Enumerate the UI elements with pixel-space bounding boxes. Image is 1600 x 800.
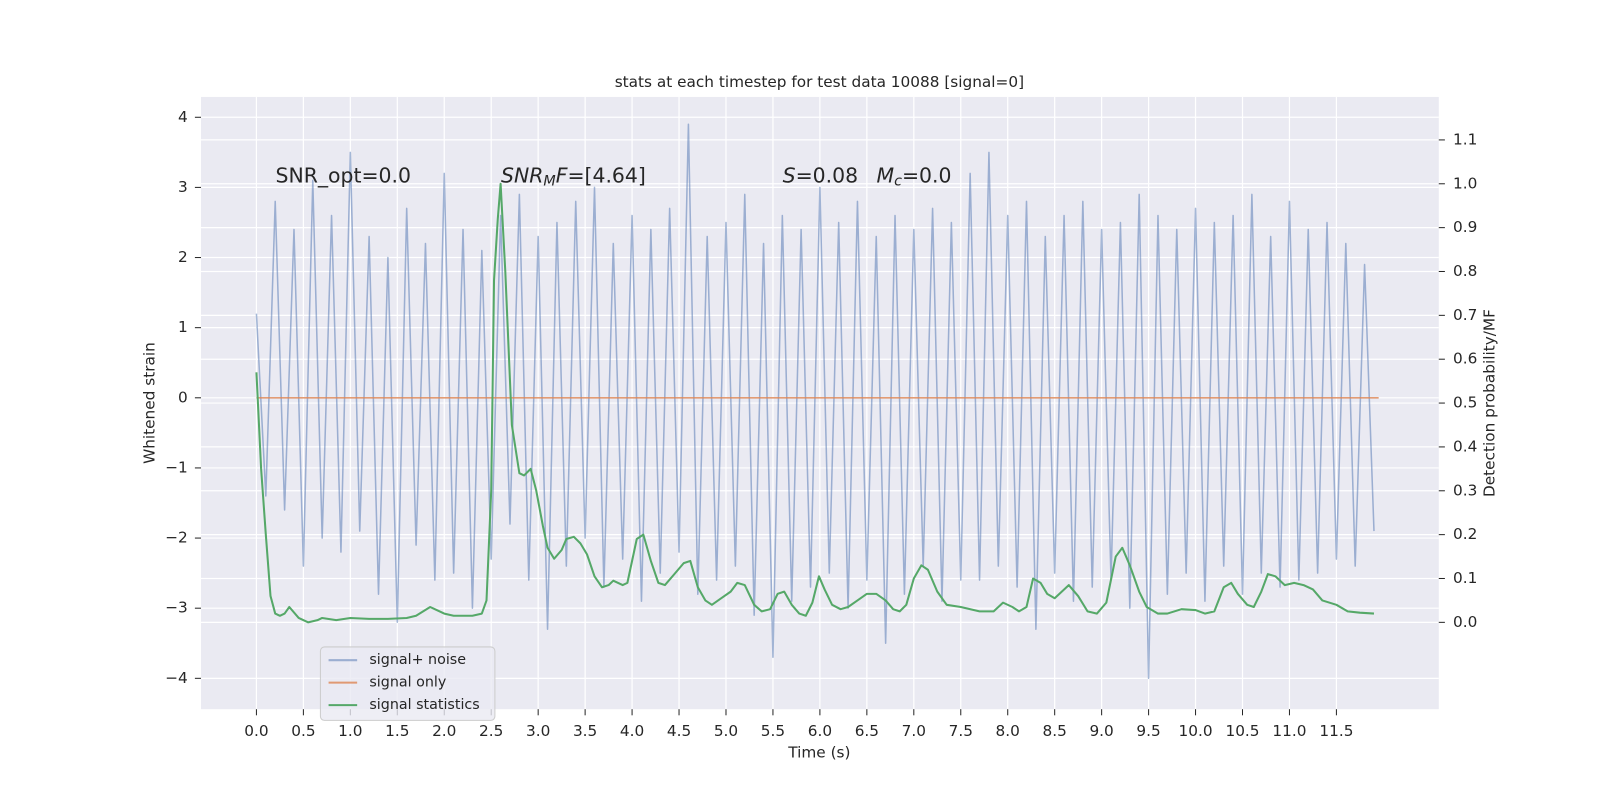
y2-tick-label: 0.6 — [1453, 350, 1477, 368]
y-tick-label: 3 — [178, 178, 188, 196]
annotation: Mc=0.0 — [877, 164, 952, 190]
x-tick-label: 9.0 — [1089, 722, 1113, 740]
annotation-part: M — [543, 174, 555, 190]
annotation-part: =[4.64] — [567, 164, 645, 188]
x-axis-label: Time (s) — [787, 744, 850, 762]
y2-tick-label: 0.7 — [1453, 306, 1477, 324]
annotation-part: SNR — [501, 164, 543, 188]
x-tick-label: 11.0 — [1272, 722, 1306, 740]
legend-box — [319, 646, 496, 721]
legend-label: signal only — [369, 675, 446, 691]
x-tick-label: 1.0 — [338, 722, 362, 740]
annotation-part: =0.0 — [902, 164, 952, 188]
annotation-part: c — [894, 174, 902, 190]
y-tick-label: 1 — [178, 318, 188, 336]
y2-tick-label: 1.0 — [1453, 174, 1477, 192]
y-tick-label: −3 — [165, 599, 188, 617]
x-tick-label: 2.0 — [432, 722, 456, 740]
x-tick-label: 0.0 — [244, 722, 268, 740]
chart-title: stats at each timestep for test data 100… — [615, 73, 1024, 91]
annotation-part: SNR_opt=0.0 — [276, 164, 412, 189]
x-tick-label: 8.5 — [1043, 722, 1067, 740]
x-tick-label: 6.0 — [808, 722, 832, 740]
y-tick-label: 2 — [178, 248, 188, 266]
x-tick-label: 11.5 — [1319, 722, 1353, 740]
y-tick-label: −2 — [165, 529, 188, 547]
x-tick-label: 10.0 — [1179, 722, 1213, 740]
annotation: SNR_opt=0.0 — [276, 164, 412, 189]
y2-tick-label: 1.1 — [1453, 130, 1477, 148]
x-tick-label: 3.5 — [573, 722, 597, 740]
x-tick-label: 0.5 — [291, 722, 315, 740]
y-axis-label: Whitened strain — [141, 342, 159, 464]
annotation-part: =0.08 — [796, 164, 859, 188]
y2-tick-label: 0.3 — [1453, 481, 1477, 499]
y-tick-label: −4 — [165, 669, 188, 687]
x-tick-label: 10.5 — [1225, 722, 1259, 740]
y2-tick-label: 0.8 — [1453, 262, 1477, 280]
x-tick-label: 1.5 — [385, 722, 409, 740]
y-tick-label: 4 — [178, 108, 188, 126]
annotation-part: M — [877, 164, 895, 188]
x-tick-label: 2.5 — [479, 722, 503, 740]
annotation: S=0.08 — [783, 164, 858, 188]
y2-tick-label: 0.0 — [1453, 613, 1477, 631]
legend-label: signal statistics — [369, 697, 479, 713]
x-tick-label: 9.5 — [1136, 722, 1160, 740]
y2-tick-label: 0.2 — [1453, 525, 1477, 543]
series-line — [255, 182, 1375, 624]
series-line — [255, 123, 1375, 680]
y2-tick-label: 0.9 — [1453, 218, 1477, 236]
x-tick-label: 5.0 — [714, 722, 738, 740]
x-tick-label: 6.5 — [855, 722, 879, 740]
x-tick-label: 3.0 — [526, 722, 550, 740]
x-tick-label: 5.5 — [761, 722, 785, 740]
x-tick-label: 4.0 — [620, 722, 644, 740]
x-tick-label: 7.0 — [902, 722, 926, 740]
y-tick-label: −1 — [165, 458, 188, 476]
x-tick-label: 4.5 — [667, 722, 691, 740]
annotation: SNRMF=[4.64] — [501, 164, 646, 190]
x-tick-label: 7.5 — [949, 722, 973, 740]
annotation-part: S — [783, 164, 796, 188]
y2-axis-label: Detection probability/MF — [1480, 309, 1498, 497]
y2-tick-label: 0.1 — [1453, 569, 1477, 587]
y2-tick-label: 0.5 — [1453, 394, 1477, 412]
annotation-part: F — [556, 164, 568, 188]
y-tick-label: 0 — [178, 388, 188, 406]
legend-label: signal+ noise — [369, 652, 466, 668]
x-tick-label: 8.0 — [996, 722, 1020, 740]
y2-tick-label: 0.4 — [1453, 437, 1477, 455]
